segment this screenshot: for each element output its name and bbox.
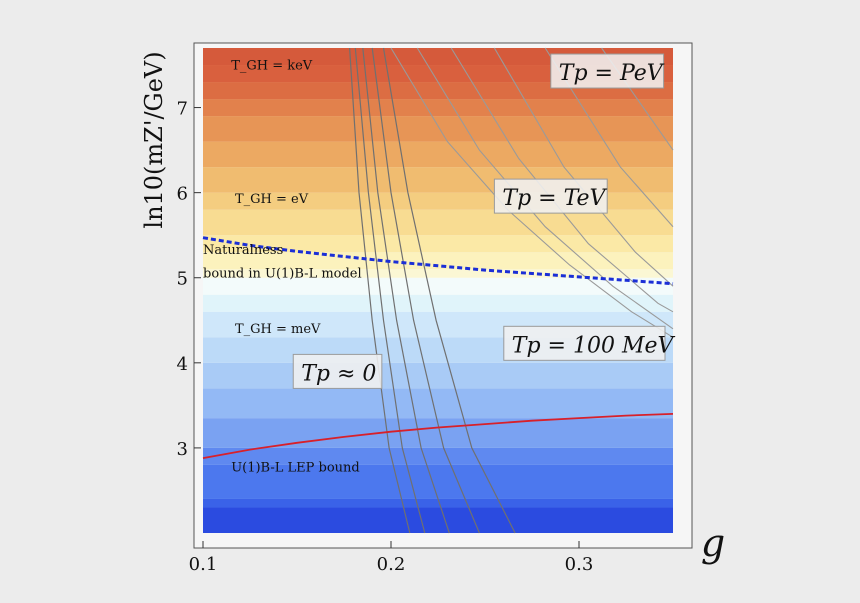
- callout-label: Tp = PeV: [559, 61, 665, 86]
- x-tick-label: 0.2: [377, 554, 406, 575]
- color-band: [203, 141, 673, 168]
- callout-label: Tp ≈ 0: [301, 361, 376, 386]
- color-band: [203, 277, 673, 295]
- steep-contour-line: [371, 47, 480, 534]
- color-band: [203, 269, 673, 278]
- contour-lines: [349, 47, 674, 534]
- callout: Tp = 100 MeV: [503, 325, 676, 361]
- callout-box: [550, 53, 665, 89]
- x-tick-label: 0.3: [565, 554, 594, 575]
- x-tick-label: 0.1: [189, 554, 218, 575]
- curved-contour-line: [450, 47, 674, 313]
- y-tick-label: 6: [177, 184, 188, 205]
- color-band: [203, 294, 673, 312]
- y-axis-label: ln10(mZ'/GeV): [140, 51, 168, 228]
- color-band: [203, 464, 673, 499]
- steep-contour-line: [354, 47, 426, 534]
- color-band: [203, 388, 673, 419]
- steep-contour-line: [349, 47, 411, 534]
- annotation-text: U(1)B-L LEP bound: [231, 461, 360, 476]
- annotations: T_GH = keV T_GH = eV T_GH = meV Naturalness…: [203, 58, 362, 475]
- callout: Tp = PeV: [550, 53, 665, 89]
- annotation-text: T_GH = meV: [235, 322, 321, 337]
- color-band: [203, 498, 673, 508]
- series-line: [202, 236, 674, 286]
- y-tick-label: 5: [177, 269, 188, 290]
- callout: Tp = TeV: [493, 178, 608, 214]
- callout: Tp ≈ 0: [292, 353, 383, 389]
- annotation-text: T_GH = eV: [235, 192, 309, 207]
- x-axis-label: g: [701, 521, 725, 565]
- color-band: [203, 235, 673, 253]
- color-band: [203, 99, 673, 117]
- color-band: [203, 507, 673, 533]
- callout-box: [292, 353, 383, 389]
- color-band: [203, 116, 673, 142]
- curved-contour-line: [390, 47, 674, 338]
- callout-box: [503, 325, 666, 361]
- color-band: [203, 252, 673, 270]
- color-band: [203, 362, 673, 389]
- annotation-text: T_GH = keV: [231, 58, 313, 73]
- callouts: Tp = PeV Tp = TeV Tp = 100 MeV Tp ≈ 0: [292, 53, 676, 389]
- annotation-text: bound in U(1)B-L model: [203, 267, 362, 282]
- series-line: [202, 413, 674, 459]
- curved-contour-line: [416, 47, 674, 330]
- y-tick-label: 7: [177, 99, 188, 120]
- axis-ticks: 0.1 0.2 0.3 3 4 5 6 7: [177, 99, 594, 575]
- color-band: [203, 447, 673, 465]
- steep-contour-line: [362, 47, 450, 534]
- y-tick-label: 3: [177, 439, 188, 460]
- annotation-text: Naturalness: [203, 243, 283, 258]
- steep-contour-line: [382, 47, 516, 534]
- callout-label: Tp = TeV: [502, 186, 607, 211]
- callout-label: Tp = 100 MeV: [512, 333, 676, 358]
- bound-curves: [202, 236, 674, 459]
- y-tick-label: 4: [177, 354, 188, 375]
- callout-box: [493, 178, 608, 214]
- color-band: [203, 209, 673, 236]
